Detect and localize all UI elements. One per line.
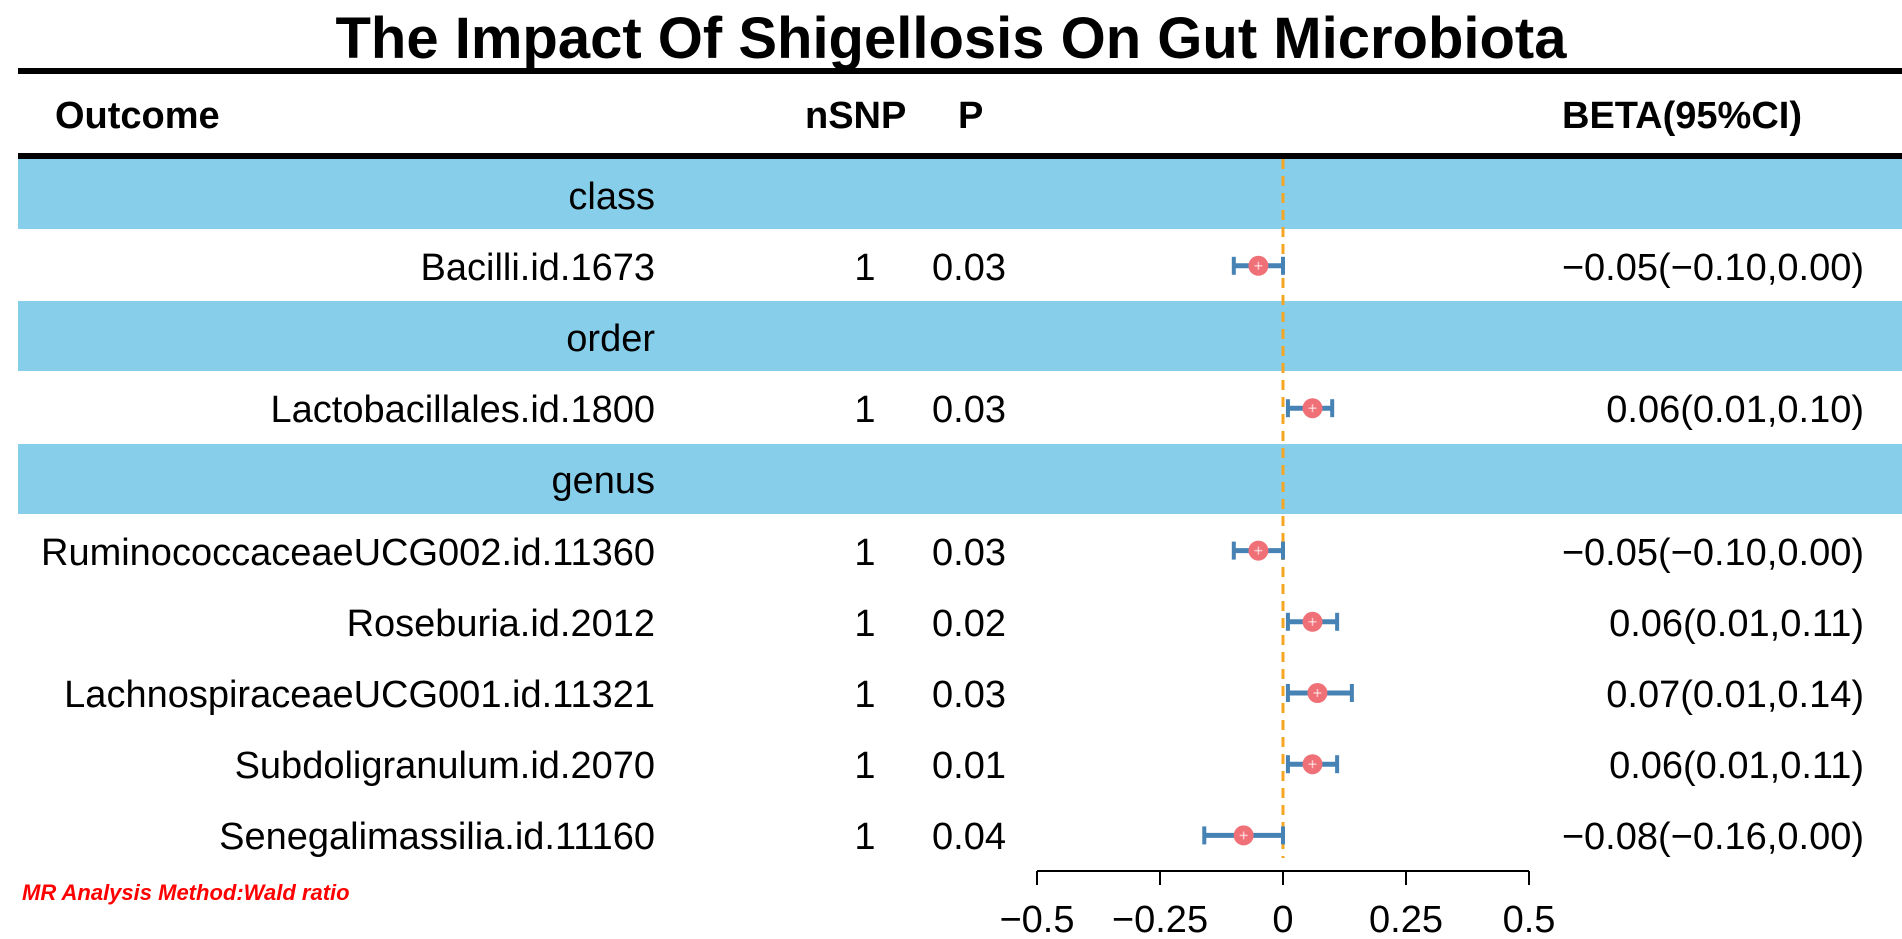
header-nsnp: nSNP [805,95,907,137]
beta-ci-cell: 0.06(0.01,0.11) [1609,602,1864,645]
group-label: class [568,175,655,218]
chart-title: The Impact Of Shigellosis On Gut Microbi… [335,6,1567,71]
header-bottom-rule [18,153,1902,159]
beta-ci-cell: −0.08(−0.16,0.00) [1561,816,1864,859]
beta-ci-cell: −0.05(−0.10,0.00) [1561,531,1864,574]
outcome-cell: RuminococcaceaeUCG002.id.11360 [41,531,655,574]
outcome-cell: LachnospiraceaeUCG001.id.11321 [64,674,655,716]
outcome-cell: Subdoligranulum.id.2070 [234,745,655,788]
beta-ci-cell: 0.06(0.01,0.11) [1609,745,1864,788]
nsnp-cell: 1 [854,531,876,574]
nsnp-cell: 1 [854,246,876,289]
outcome-cell: Lactobacillales.id.1800 [270,389,656,432]
group-label: order [566,318,655,360]
group-band-genus [18,443,1902,514]
x-tick-label: −0.5 [999,899,1074,939]
outcome-cell: Roseburia.id.2012 [346,602,655,645]
p-value-cell: 0.03 [932,389,1006,432]
method-footnote: MR Analysis Method:Wald ratio [22,880,350,905]
beta-ci-cell: 0.07(0.01,0.14) [1606,674,1864,716]
x-tick-label: −0.25 [1112,899,1208,939]
outcome-cell: Senegalimassilia.id.11160 [219,816,655,859]
header-beta: BETA(95%CI) [1562,95,1802,137]
nsnp-cell: 1 [854,745,876,788]
header-p: P [958,95,984,137]
p-value-cell: 0.04 [932,816,1006,859]
beta-ci-cell: 0.06(0.01,0.10) [1606,389,1864,432]
outcome-cell: Bacilli.id.1673 [420,246,655,289]
nsnp-cell: 1 [854,816,876,859]
nsnp-cell: 1 [854,602,876,645]
p-value-cell: 0.01 [932,745,1006,788]
x-tick-label: 0.25 [1369,899,1443,939]
p-value-cell: 0.03 [932,674,1006,716]
x-tick-label: 0.5 [1503,899,1556,939]
p-value-cell: 0.03 [932,531,1006,574]
group-band-class [18,159,1902,229]
header-outcome: Outcome [55,95,220,137]
group-label: genus [551,460,655,503]
group-band-order [18,301,1902,372]
nsnp-cell: 1 [854,389,876,432]
header-top-rule [18,68,1902,74]
x-tick-label: 0 [1272,899,1293,939]
nsnp-cell: 1 [854,674,876,716]
beta-ci-cell: −0.05(−0.10,0.00) [1561,246,1864,289]
p-value-cell: 0.02 [932,602,1006,645]
p-value-cell: 0.03 [932,246,1006,289]
